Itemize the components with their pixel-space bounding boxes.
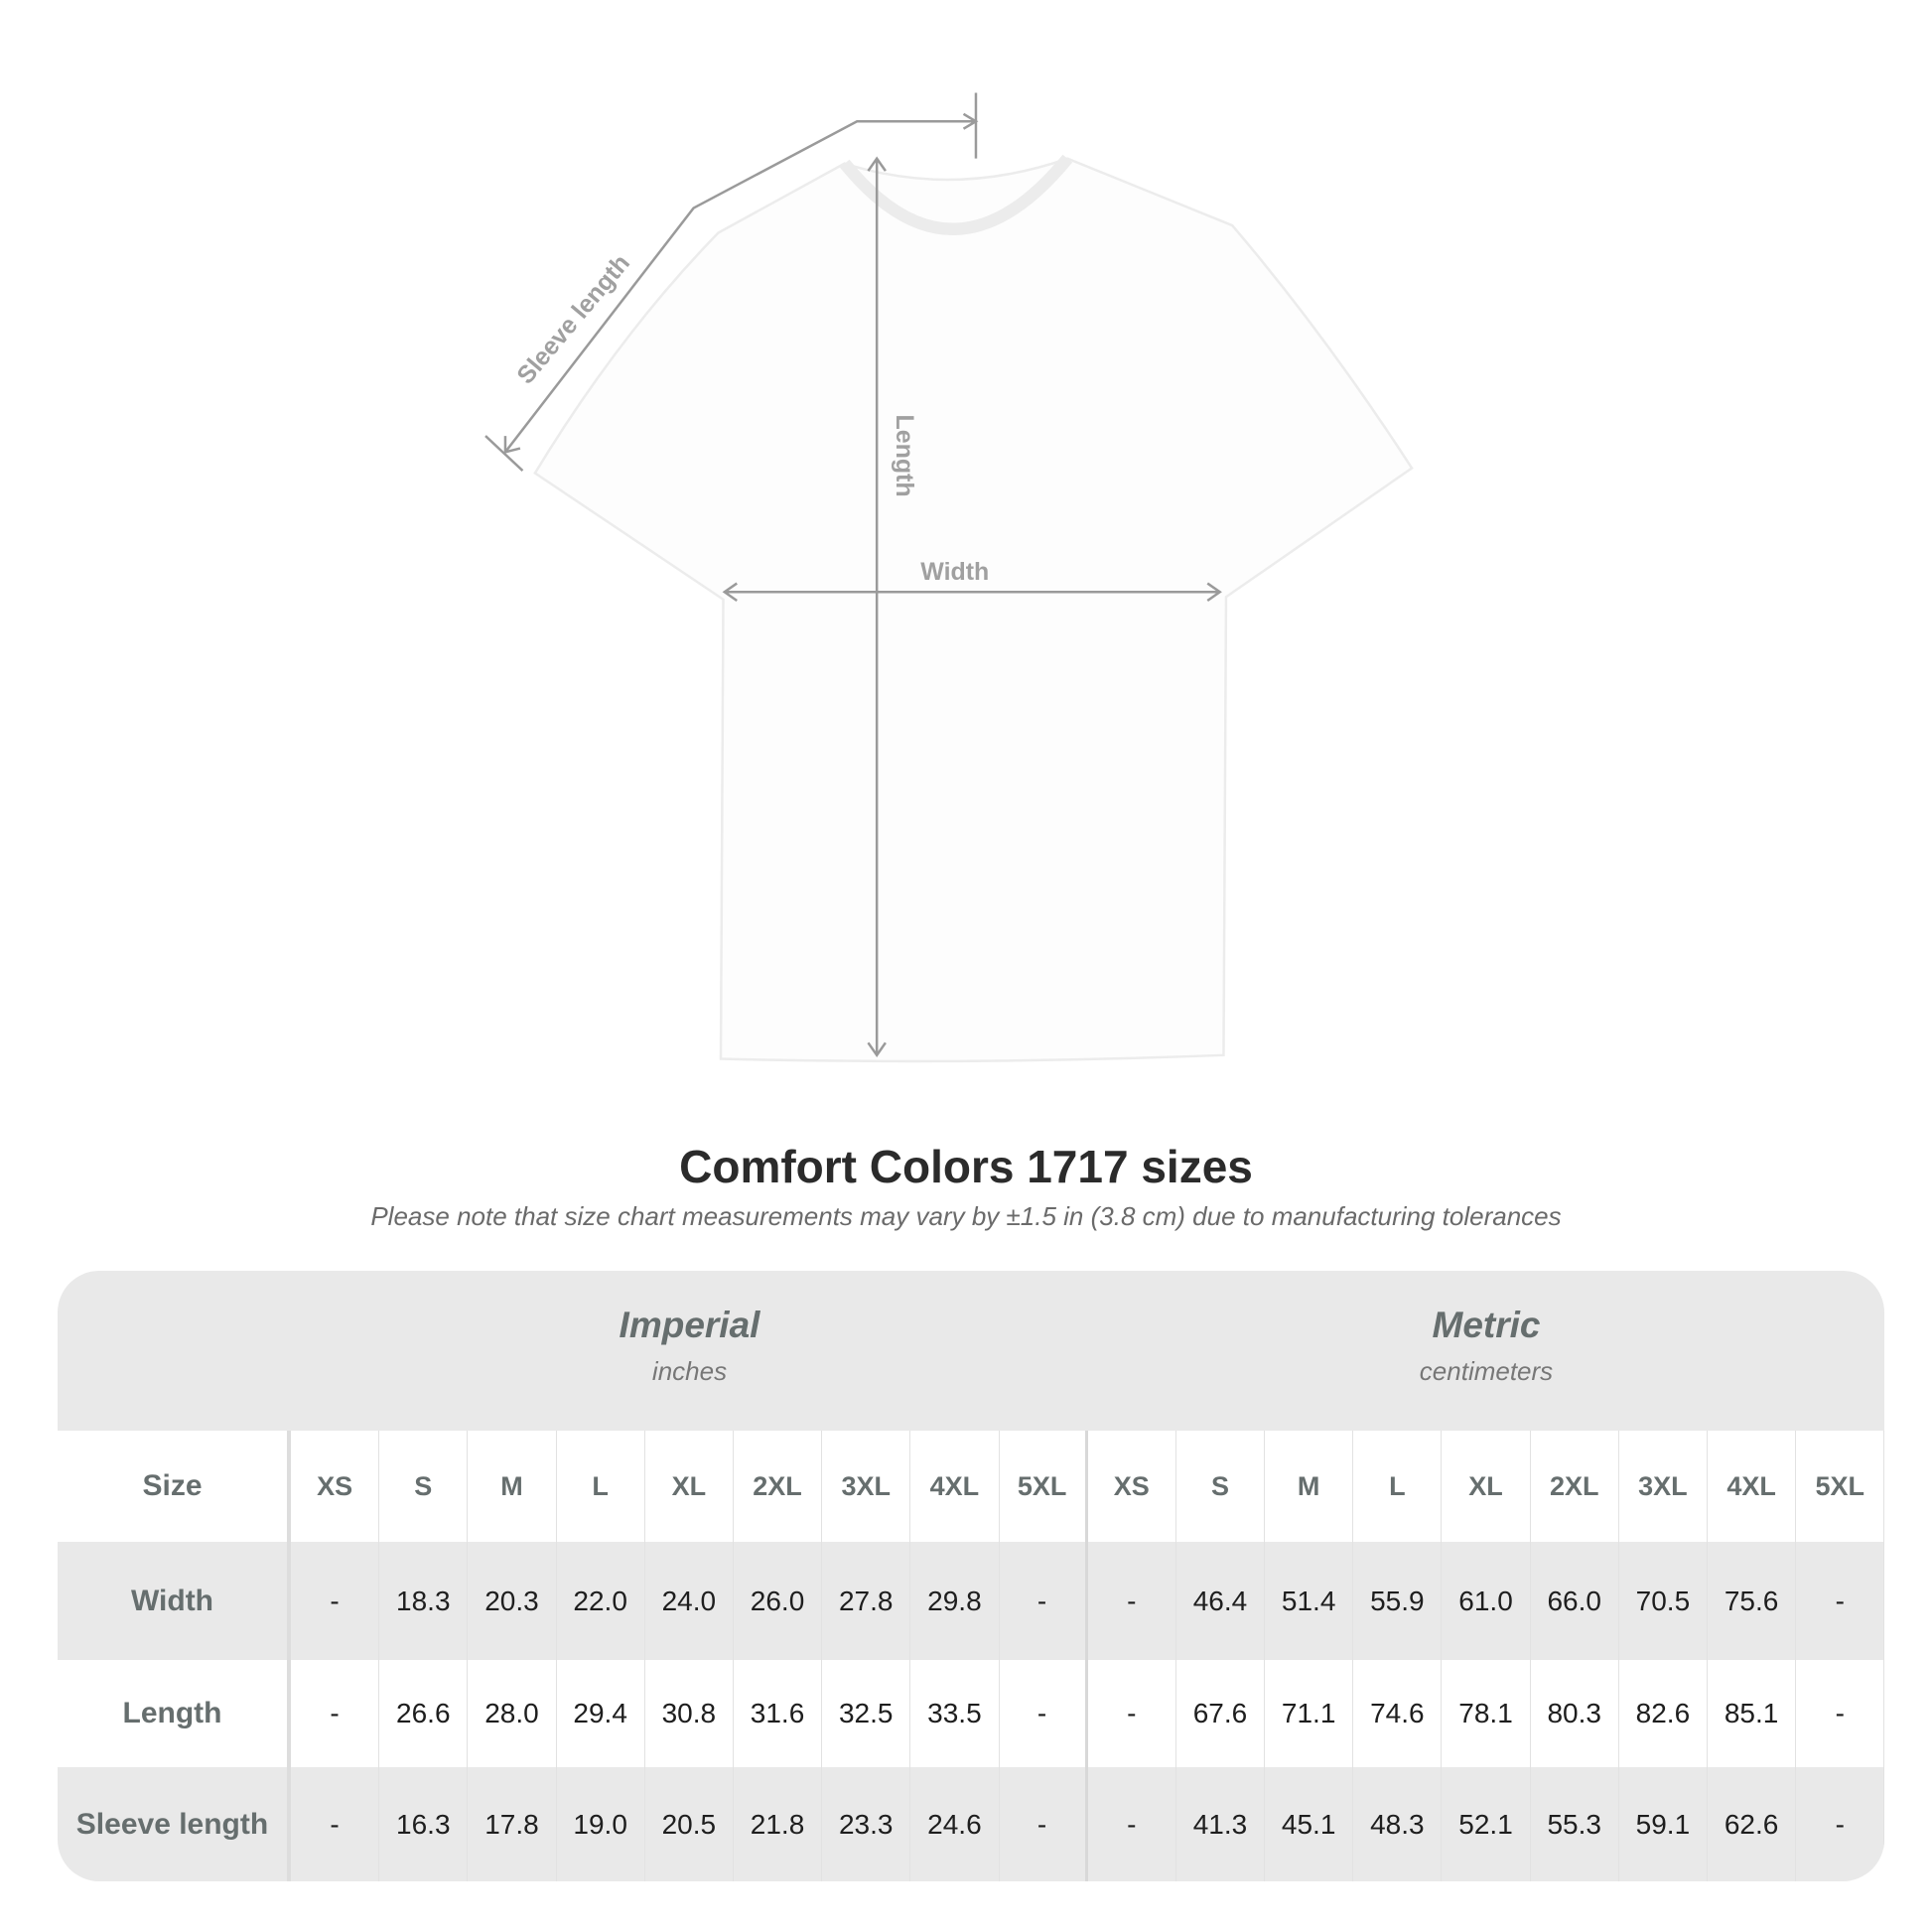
table-cell: 80.3 bbox=[1531, 1660, 1619, 1767]
table-cell: 82.6 bbox=[1619, 1660, 1708, 1767]
size-header-cell: 5XL bbox=[1796, 1431, 1884, 1542]
table-cell: - bbox=[1088, 1660, 1176, 1767]
table-cell: - bbox=[1088, 1767, 1176, 1881]
table-cell: - bbox=[291, 1660, 380, 1767]
table-cell: 28.0 bbox=[468, 1660, 557, 1767]
table-cell: 51.4 bbox=[1265, 1542, 1354, 1660]
table-row: Width -18.3 20.3 22.0 24.0 26.0 27.8 29.8- -46.4… bbox=[58, 1542, 1884, 1660]
table-cell: 22.0 bbox=[557, 1542, 645, 1660]
table-row: Sleeve length -16.3 17.8 19.0 20.5 21.8 23.3 24… bbox=[58, 1767, 1884, 1881]
table-cell: 71.1 bbox=[1265, 1660, 1354, 1767]
table-cell: 52.1 bbox=[1442, 1767, 1531, 1881]
table-cell: 62.6 bbox=[1708, 1767, 1797, 1881]
table-cell: - bbox=[1796, 1542, 1884, 1660]
table-cell: - bbox=[1000, 1542, 1088, 1660]
table-cell: 78.1 bbox=[1442, 1660, 1531, 1767]
size-header-cell: 3XL bbox=[1619, 1431, 1708, 1542]
size-header-cell: L bbox=[1353, 1431, 1443, 1542]
table-cell: 16.3 bbox=[379, 1767, 469, 1881]
table-cell: 66.0 bbox=[1531, 1542, 1619, 1660]
page-title: Comfort Colors 1717 sizes bbox=[679, 1141, 1253, 1192]
table-cell: 27.8 bbox=[822, 1542, 911, 1660]
table-cell: 19.0 bbox=[557, 1767, 645, 1881]
table-cell: 61.0 bbox=[1442, 1542, 1531, 1660]
table-cell: 70.5 bbox=[1619, 1542, 1708, 1660]
collar bbox=[839, 154, 1073, 236]
table-cell: 46.4 bbox=[1176, 1542, 1266, 1660]
table-cell: - bbox=[1796, 1767, 1884, 1881]
table-cell: - bbox=[291, 1542, 380, 1660]
row-label: Size bbox=[58, 1431, 291, 1542]
table-cell: 26.6 bbox=[379, 1660, 469, 1767]
row-label: Width bbox=[58, 1542, 291, 1660]
table-cell: 41.3 bbox=[1176, 1767, 1266, 1881]
size-header-cell: 3XL bbox=[822, 1431, 911, 1542]
metric-unit: centimeters bbox=[1419, 1356, 1554, 1386]
tshirt-image bbox=[533, 157, 1414, 1063]
table-cell: 33.5 bbox=[910, 1660, 1000, 1767]
table-cell: - bbox=[291, 1767, 380, 1881]
size-header-cell: XS bbox=[291, 1431, 380, 1542]
table-cell: 30.8 bbox=[645, 1660, 734, 1767]
size-header-cell: 4XL bbox=[910, 1431, 1000, 1542]
size-header-cell: 4XL bbox=[1708, 1431, 1797, 1542]
table-cell: 20.3 bbox=[468, 1542, 557, 1660]
row-band bbox=[58, 1542, 1884, 1660]
table-cell: 59.1 bbox=[1619, 1767, 1708, 1881]
header-band bbox=[58, 1271, 1884, 1431]
table-cell: 17.8 bbox=[468, 1767, 557, 1881]
row-label: Length bbox=[58, 1660, 291, 1767]
table-cell: 48.3 bbox=[1353, 1767, 1443, 1881]
table-cell: 75.6 bbox=[1708, 1542, 1797, 1660]
row-band bbox=[58, 1767, 1884, 1881]
table-cell: 24.6 bbox=[910, 1767, 1000, 1881]
size-header-cell: XL bbox=[645, 1431, 734, 1542]
size-header-cell: 2XL bbox=[734, 1431, 823, 1542]
table-cell: 55.3 bbox=[1531, 1767, 1619, 1881]
table-cell: 20.5 bbox=[645, 1767, 734, 1881]
table-cell: 26.0 bbox=[734, 1542, 823, 1660]
table-cell: - bbox=[1000, 1660, 1088, 1767]
table-cell: - bbox=[1000, 1767, 1088, 1881]
length-label: Length bbox=[891, 415, 918, 497]
table-cell: - bbox=[1796, 1660, 1884, 1767]
table-cell: 31.6 bbox=[734, 1660, 823, 1767]
size-header-cell: M bbox=[468, 1431, 557, 1542]
table-cell: 45.1 bbox=[1265, 1767, 1354, 1881]
width-label: Width bbox=[920, 558, 989, 586]
table-cell: 29.4 bbox=[557, 1660, 645, 1767]
table-cell: 67.6 bbox=[1176, 1660, 1266, 1767]
size-header-row: Size XS S M L XL 2XL 3XL 4XL 5XL XS S M L XL 2XL 3XL 4XL 5… bbox=[58, 1431, 1884, 1542]
size-header-cell: S bbox=[379, 1431, 469, 1542]
size-header-cell: M bbox=[1265, 1431, 1354, 1542]
table-cell: 18.3 bbox=[379, 1542, 469, 1660]
size-header-cell: 5XL bbox=[1000, 1431, 1088, 1542]
size-header-cell: S bbox=[1176, 1431, 1266, 1542]
metric-header: Metric centimeters bbox=[1088, 1271, 1884, 1431]
imperial-header: Imperial inches bbox=[291, 1271, 1088, 1431]
table-row: Length -26.6 28.0 29.4 30.8 31.6 32.5 33.5- -67.… bbox=[58, 1660, 1884, 1767]
table-cell: 23.3 bbox=[822, 1767, 911, 1881]
tolerance-note: Please note that size chart measurements… bbox=[370, 1201, 1562, 1231]
size-table: Imperial inches Metric centimeters Size X… bbox=[58, 1271, 1884, 1881]
size-header-cell: XL bbox=[1442, 1431, 1531, 1542]
table-cell: 55.9 bbox=[1353, 1542, 1443, 1660]
row-label: Sleeve length bbox=[58, 1767, 291, 1881]
imperial-unit: inches bbox=[651, 1356, 728, 1386]
measure-lines bbox=[484, 92, 1222, 1057]
table-cell: 74.6 bbox=[1353, 1660, 1443, 1767]
size-header-cell: L bbox=[557, 1431, 645, 1542]
table-cell: 21.8 bbox=[734, 1767, 823, 1881]
table-cell: 29.8 bbox=[910, 1542, 1000, 1660]
table-cell: - bbox=[1088, 1542, 1176, 1660]
imperial-title: Imperial bbox=[619, 1305, 760, 1345]
table-cell: 24.0 bbox=[645, 1542, 734, 1660]
size-header-cell: XS bbox=[1088, 1431, 1176, 1542]
table-cell: 85.1 bbox=[1708, 1660, 1797, 1767]
table-cell: 32.5 bbox=[822, 1660, 911, 1767]
metric-title: Metric bbox=[1432, 1305, 1541, 1345]
size-header-cell: 2XL bbox=[1531, 1431, 1619, 1542]
